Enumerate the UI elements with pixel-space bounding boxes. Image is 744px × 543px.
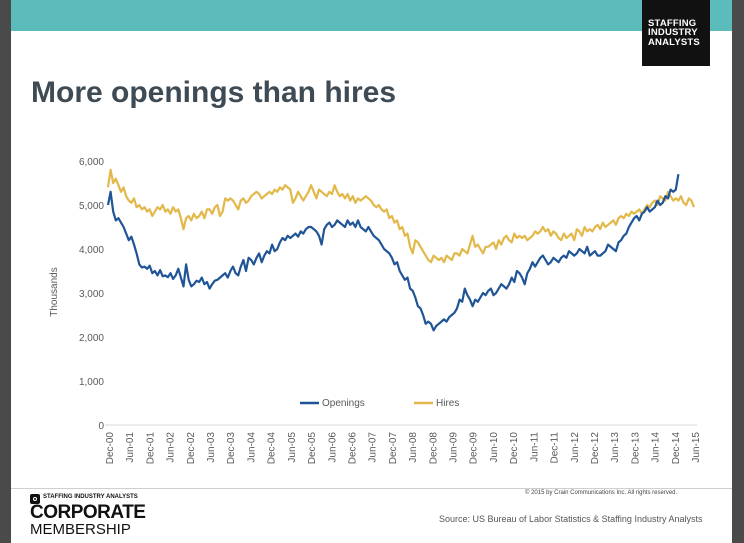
staffing-industry-analysts-logo: STAFFING INDUSTRY ANALYSTS [642,0,710,66]
line-chart: 0 1,000 2,000 3,000 4,000 5,000 6,000 Thousand… [49,157,702,465]
corporate-text: CORPORATE [30,502,146,523]
x-tick-label: Jun-09 [449,432,460,463]
x-tick-label: Jun-11 [529,432,540,462]
sia-mark-icon [30,494,40,504]
series-line-openings [106,174,680,332]
x-tick-label: Dec-01 [145,432,156,465]
y-tick-label: 5,000 [79,201,104,212]
legend-openings-label: Openings [322,398,365,409]
header-bar [11,0,732,31]
y-tick-label: 3,000 [79,289,104,300]
x-tick-label: Dec-07 [388,432,399,465]
x-tick-label: Jun-12 [570,432,581,463]
footer-divider [11,488,732,489]
slide: STAFFING INDUSTRY ANALYSTS More openings… [11,0,732,543]
x-tick-label: Jun-10 [489,432,500,463]
x-tick-label: Jun-08 [408,432,419,463]
x-tick-label: Jun-15 [691,432,702,463]
copyright-text: © 2015 by Crain Communications Inc. All … [525,490,678,496]
legend-hires-label: Hires [436,398,459,409]
x-tick-label: Jun-07 [368,432,379,463]
x-tick-label: Dec-00 [105,432,116,465]
x-tick-label: Jun-05 [287,432,298,463]
x-tick-label: Dec-11 [550,432,561,464]
x-tick-label: Dec-05 [307,432,318,465]
series-layer [106,168,696,332]
membership-text: MEMBERSHIP [30,521,131,538]
x-tick-label: Dec-04 [267,432,278,465]
x-tick-label: Dec-10 [509,432,520,465]
logo-line-2: INDUSTRY [648,27,698,39]
x-tick-label: Jun-02 [166,432,177,463]
x-tick-label: Dec-09 [469,432,480,465]
x-tick-label: Dec-02 [186,432,197,465]
series-line-hires [106,168,696,264]
logo-line-1: STAFFING [648,17,697,29]
x-tick-label: Dec-14 [671,432,682,465]
y-tick-label: 4,000 [79,245,104,256]
y-tick-label: 6,000 [79,157,104,168]
x-tick-label: Jun-14 [651,432,662,463]
x-tick-label: Jun-01 [125,432,136,463]
slide-title: More openings than hires [31,76,397,109]
x-tick-label: Jun-04 [246,432,257,463]
x-tick-label: Dec-13 [630,432,641,465]
logo-line-3: ANALYSTS [648,36,700,48]
y-tick-label: 0 [98,421,104,432]
x-tick-label: Jun-06 [327,432,338,463]
y-axis-label: Thousands [49,267,60,316]
x-tick-label: Dec-12 [590,432,601,465]
x-tick-label: Jun-13 [610,432,621,463]
x-tick-label: Jun-03 [206,432,217,463]
x-tick-label: Dec-08 [428,432,439,465]
y-axis-ticks: 0 1,000 2,000 3,000 4,000 5,000 6,000 [79,157,104,432]
x-axis-ticks: Dec-00 Jun-01 Dec-01 Jun-02 Dec-02 Jun-03 Dec-… [105,432,702,465]
y-tick-label: 1,000 [79,377,104,388]
legend: Openings Hires [300,398,459,409]
source-text: Source: US Bureau of Labor Statistics & … [439,514,703,524]
x-tick-label: Dec-03 [226,432,237,465]
x-tick-label: Dec-06 [347,432,358,465]
membership-org-text: STAFFING INDUSTRY ANALYSTS [43,494,138,500]
y-tick-label: 2,000 [79,333,104,344]
